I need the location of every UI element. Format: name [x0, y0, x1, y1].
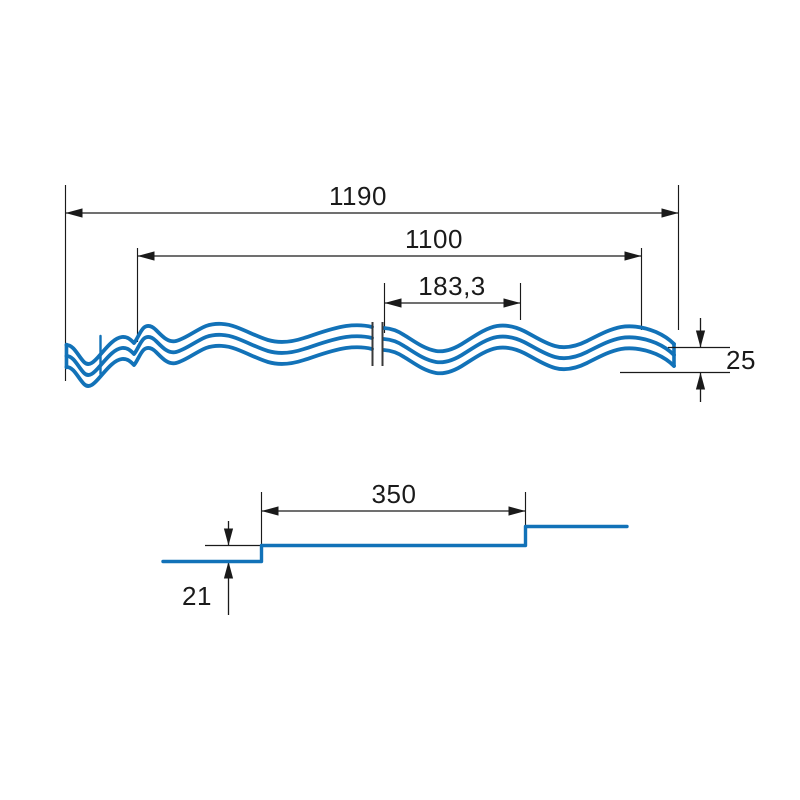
dimension-cover-width: 1100 [136, 224, 643, 342]
profile-wave-line-top [64, 321, 676, 366]
dimension-step-length: 350 [260, 479, 527, 545]
dimension-label-1190: 1190 [329, 181, 387, 211]
arrowhead-down-25 [695, 330, 706, 348]
break-symbol [371, 322, 384, 366]
arrowhead-right-350 [508, 506, 526, 516]
dimension-wave-height: 25 [620, 318, 756, 402]
arrowhead-right-1833 [503, 298, 521, 308]
arrowhead-left-1190 [65, 208, 83, 218]
arrowhead-up-21 [223, 561, 234, 579]
dimension-step-height: 21 [182, 521, 262, 615]
arrowhead-right-1100 [624, 251, 642, 261]
arrowhead-left-1100 [137, 251, 155, 261]
stepped-profile-line [161, 524, 629, 564]
dimension-label-1833: 183,3 [418, 271, 486, 301]
dimension-overall-length: 1190 [64, 181, 680, 381]
arrowhead-right-1190 [661, 208, 679, 218]
arrowhead-up-25 [695, 372, 706, 390]
profile-wave-line-bottom [64, 343, 676, 388]
dimension-label-1100: 1100 [405, 224, 463, 254]
dimension-label-350: 350 [372, 479, 417, 509]
dimension-label-21: 21 [182, 581, 212, 611]
arrowhead-left-1833 [384, 298, 402, 308]
profile-wave-line-middle [64, 332, 676, 377]
arrowhead-down-21 [223, 528, 234, 546]
dimension-label-25: 25 [726, 345, 756, 375]
corrugated-profile-group [64, 321, 676, 388]
stepped-profile-group [161, 524, 629, 564]
dimension-wave-pitch: 183,3 [383, 271, 522, 333]
arrowhead-left-350 [261, 506, 279, 516]
